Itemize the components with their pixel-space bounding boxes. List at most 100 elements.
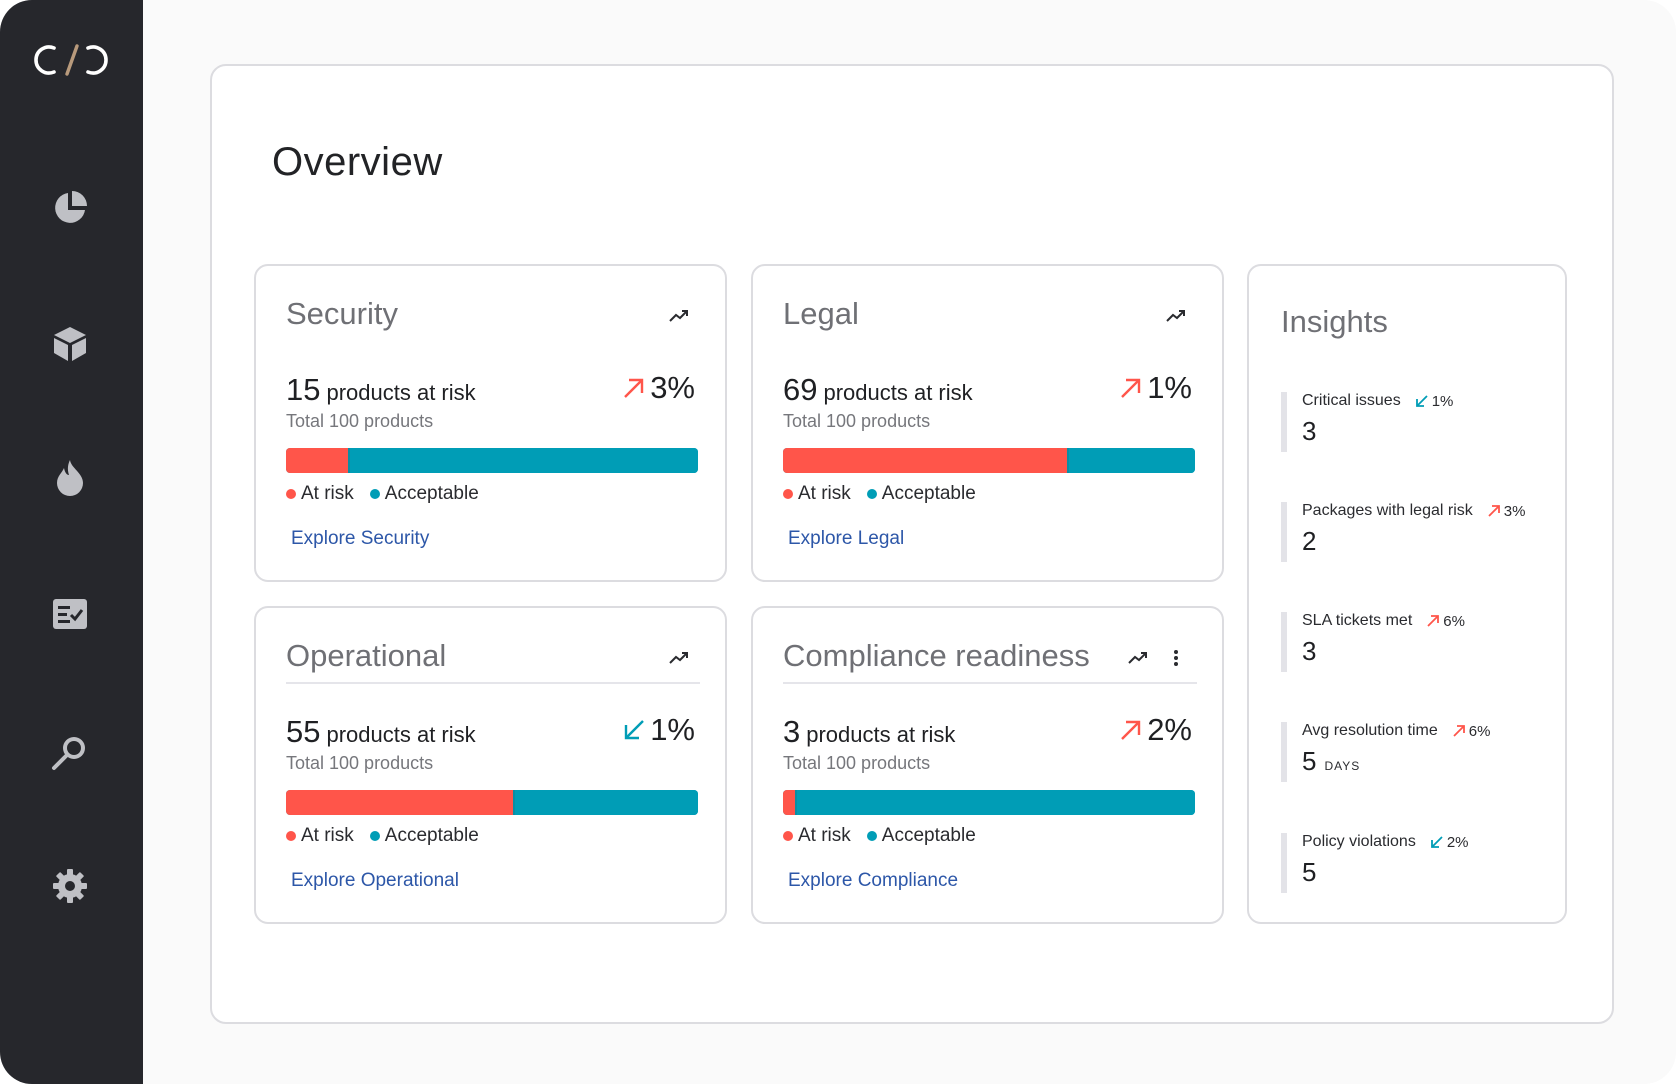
legend-dot-acceptable [866,831,877,841]
legend-acceptable: Acceptable [881,825,976,846]
legend-at-risk: At risk [798,483,851,504]
at-risk-count: 15 products at risk [286,372,476,407]
acceptable-segment [512,790,698,815]
explore-compliance-link[interactable]: Explore Compliance [788,870,959,891]
sidebar [0,0,143,1084]
insight-delta: 2% [1430,834,1469,851]
legend-at-risk: At risk [301,483,354,504]
risk-bar [783,790,1195,815]
explore-operational-link[interactable]: Explore Operational [291,870,459,891]
insight-delta: 3% [1487,503,1525,520]
insights-card: Insights Critical issues 1% 3 Packages w… [1247,264,1567,924]
nav-item-search[interactable] [46,728,94,776]
compliance-card: Compliance readiness 3 products at risk 2… [751,606,1224,924]
nav-item-packages[interactable] [46,320,94,368]
total-products: Total 100 products [286,753,434,773]
legend-dot-at-risk [286,831,296,841]
legend-dot-at-risk [783,831,793,841]
acceptable-segment [347,448,698,473]
legend-acceptable: Acceptable [881,483,976,504]
trend-button[interactable] [665,644,693,672]
search-icon [52,737,85,770]
change-indicator: 3% [622,370,695,406]
brand-logo[interactable] [30,40,114,80]
more-vertical-icon [1174,650,1178,666]
at-risk-count: 3 products at risk [783,714,956,749]
total-products: Total 100 products [783,411,931,431]
risk-bar [286,790,698,815]
insight-label: Avg resolution time [1302,722,1438,739]
trending-up-icon [669,310,688,322]
insight-item: Critical issues 1% 3 [1281,392,1453,452]
nav-item-dashboard[interactable] [46,184,94,232]
change-indicator: 2% [1119,712,1192,748]
package-icon [54,327,86,361]
insight-value: 2 [1302,526,1317,556]
legend-acceptable: Acceptable [384,483,479,504]
insight-value: 5 [1302,857,1317,887]
insight-value: 3 [1302,636,1317,666]
legend-dot-acceptable [866,489,877,499]
nav-item-tasks[interactable] [46,590,94,638]
risk-segment [783,790,796,815]
security-card: Security 15 products at risk 3% Total 100… [254,264,727,582]
trend-button[interactable] [1124,644,1152,672]
insight-item: Packages with legal risk 3% 2 [1281,502,1525,562]
legend-at-risk: At risk [798,825,851,846]
trend-button[interactable] [665,302,693,330]
arrow-down-left-icon [1415,395,1428,407]
trend-button[interactable] [1162,302,1190,330]
explore-legal-link[interactable]: Explore Legal [788,528,905,549]
trending-up-icon [1166,310,1185,322]
checklist-icon [53,599,87,629]
gear-icon [53,869,87,903]
page-title: Overview [272,140,443,184]
insight-item: SLA tickets met 6% 3 [1281,612,1465,672]
risk-segment [286,448,348,473]
card-title: Security [286,296,398,331]
bar-legend: At risk Acceptable [783,483,992,505]
arrow-up-right-icon [1488,505,1500,517]
insight-item: Avg resolution time 6% 5 DAYS [1281,722,1490,782]
insight-item: Policy violations 2% 5 [1281,833,1469,893]
nav-item-risks[interactable] [46,454,94,502]
arrow-up-right-icon [1453,725,1465,737]
insight-label: Packages with legal risk [1302,502,1473,519]
acceptable-segment [795,790,1195,815]
arrow-up-right-icon [1427,615,1440,627]
bar-legend: At risk Acceptable [286,483,495,505]
legend-dot-at-risk [783,489,793,499]
change-indicator: 1% [1119,370,1192,406]
arrow-down-left-icon [624,720,645,740]
total-products: Total 100 products [286,411,434,431]
at-risk-count: 69 products at risk [783,372,973,407]
insight-label: Critical issues [1302,392,1401,409]
insight-value: 3 [1302,416,1317,446]
change-indicator: 1% [622,712,695,748]
nav-item-settings[interactable] [46,862,94,910]
risk-bar [286,448,698,473]
more-options-button[interactable] [1166,644,1186,672]
explore-security-link[interactable]: Explore Security [291,528,430,549]
arrow-up-right-icon [1121,378,1141,398]
trending-up-icon [669,652,688,664]
risk-bar [783,448,1195,473]
insight-delta: 6% [1452,723,1490,740]
risk-segment [286,790,513,815]
pie-chart-icon [55,191,87,223]
arrow-down-left-icon [1430,836,1443,848]
bar-legend: At risk Acceptable [783,825,992,847]
insights-title: Insights [1281,304,1388,339]
insight-label: SLA tickets met [1302,612,1413,629]
arrow-up-right-icon [624,378,644,398]
legend-at-risk: At risk [301,825,354,846]
card-title: Operational [286,638,700,684]
insight-delta: 1% [1415,393,1453,410]
bar-legend: At risk Acceptable [286,825,495,847]
legal-card: Legal 69 products at risk 1% Total 100 pr… [751,264,1224,582]
card-title: Legal [783,296,859,331]
insight-value: 5 DAYS [1302,746,1361,776]
insight-delta: 6% [1426,613,1465,630]
acceptable-segment [1067,448,1195,473]
